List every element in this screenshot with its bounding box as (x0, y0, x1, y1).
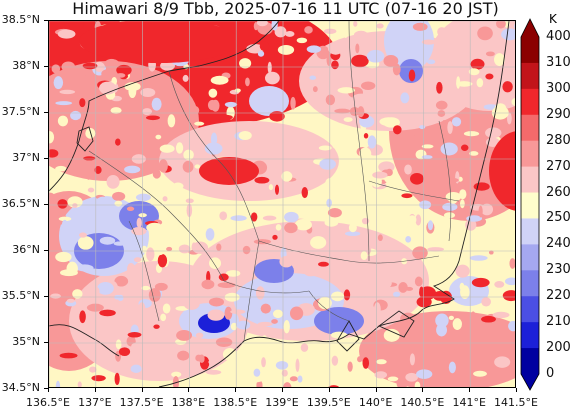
graticule (49, 21, 515, 387)
colorbar-tick-label: 300 (546, 80, 571, 96)
map-plot-area (48, 20, 516, 388)
colorbar-swatch (521, 88, 539, 116)
colorbar-tick-label: 310 (546, 54, 571, 70)
colorbar-tick-label: 230 (546, 262, 571, 278)
colorbar-tick-label: 200 (546, 340, 571, 356)
colorbar-swatch (521, 166, 539, 194)
colorbar-min-arrow (521, 374, 539, 390)
prefecture-boundaries (88, 21, 460, 342)
colorbar-tick-label: 400 (546, 29, 571, 44)
colorbar-swatch (521, 244, 539, 271)
colorbar-tick-label: 250 (546, 210, 571, 226)
colorbar-tick-label: 290 (546, 106, 571, 122)
colorbar-tick-label: 220 (546, 288, 571, 304)
colorbar-swatch (521, 37, 539, 64)
colorbar-swatch (521, 322, 539, 349)
longitude-tick-label: 139°E (265, 396, 299, 409)
longitude-tick (516, 388, 517, 392)
latitude-tick (44, 250, 48, 251)
colorbar-swatch (521, 192, 539, 219)
latitude-tick-label: 34.5°N (1, 381, 40, 394)
longitude-tick (188, 388, 190, 392)
latitude-tick-label: 36°N (12, 243, 40, 256)
colorbar-unit: K (549, 12, 557, 26)
brightness-temperature-map (49, 21, 515, 387)
colorbar-swatch (521, 270, 539, 297)
colorbar-swatch (521, 296, 539, 323)
colorbar-swatch (521, 62, 539, 90)
colorbar-tick-label: 270 (546, 158, 571, 174)
longitude-tick-label: 141.5°E (494, 396, 538, 409)
latitude-tick (44, 296, 48, 297)
latitude-tick-label: 38.5°N (1, 13, 40, 26)
latitude-tick (44, 112, 48, 113)
longitude-tick-label: 140.5°E (400, 396, 445, 409)
longitude-tick-label: 139.5°E (306, 396, 351, 409)
colorbar-swatch (521, 348, 539, 375)
colorbar-outline (520, 18, 540, 391)
latitude-tick (44, 66, 48, 67)
latitude-tick-label: 37.5°N (1, 105, 40, 118)
longitude-tick-label: 137°E (78, 396, 112, 409)
longitude-tick (235, 388, 237, 392)
latitude-tick-label: 37°N (12, 151, 40, 164)
longitude-tick (328, 388, 330, 392)
longitude-tick-label: 137.5°E (119, 396, 164, 409)
longitude-tick (94, 388, 96, 392)
colorbar-swatch (521, 114, 539, 142)
longitude-tick (422, 388, 424, 392)
latitude-tick-label: 35°N (12, 335, 40, 348)
colorbar-tick-label: 240 (546, 236, 571, 252)
longitude-tick-label: 138°E (171, 396, 206, 409)
latitude-tick (44, 20, 48, 21)
latitude-tick (44, 158, 48, 159)
colorbar-tick-label: 280 (546, 132, 571, 148)
longitude-tick (469, 388, 471, 392)
longitude-tick-label: 141°E (452, 396, 486, 409)
colorbar-swatch (521, 140, 539, 168)
longitude-tick (48, 388, 49, 392)
longitude-tick-label: 140°E (358, 396, 393, 409)
map-title: Himawari 8/9 Tbb, 2025-07-16 11 UTC (07-… (72, 0, 499, 18)
colorbar-tick-label: 210 (546, 314, 571, 330)
colorbar-max-arrow (521, 19, 539, 37)
latitude-tick-label: 38°N (12, 59, 40, 72)
longitude-tick (141, 388, 143, 392)
colorbar-swatch (521, 218, 539, 245)
colorbar-tick-label: 0 (546, 366, 555, 381)
latitude-tick (44, 388, 48, 389)
latitude-tick (44, 342, 48, 343)
latitude-tick (44, 204, 48, 205)
latitude-tick-label: 35.5°N (1, 289, 40, 302)
longitude-tick (282, 388, 283, 392)
longitude-tick (375, 388, 377, 392)
latitude-tick-label: 36.5°N (1, 197, 40, 210)
temperature-field (49, 21, 515, 387)
longitude-tick-label: 138.5°E (213, 396, 258, 409)
colorbar-tick-label: 260 (546, 184, 571, 200)
longitude-tick-label: 136.5°E (26, 396, 70, 409)
